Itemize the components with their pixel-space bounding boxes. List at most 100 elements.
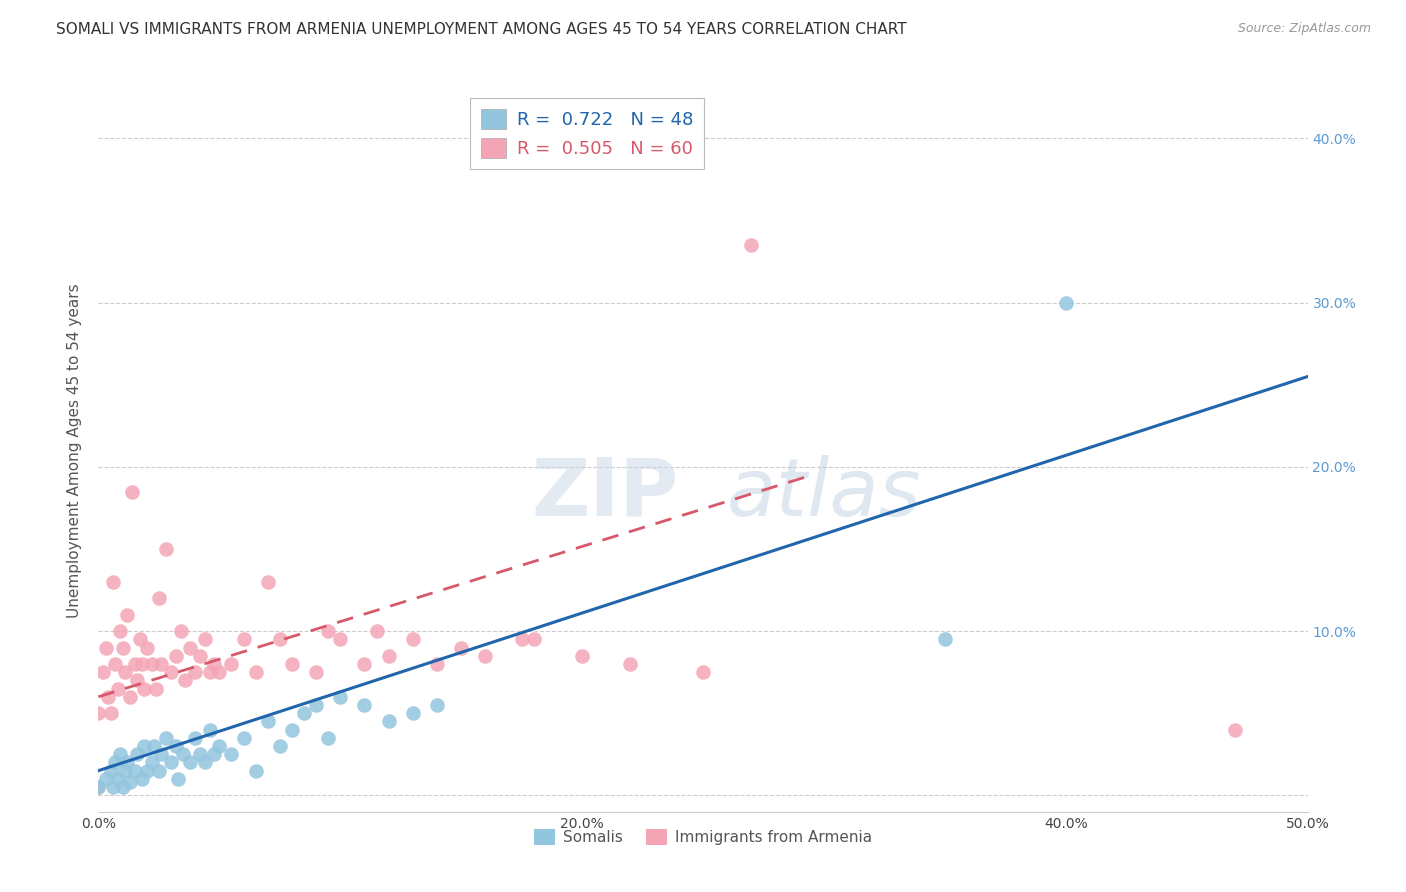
Point — [150, 657, 173, 671]
Point — [134, 681, 156, 696]
Point — [148, 764, 170, 778]
Point — [198, 723, 221, 737]
Point — [523, 632, 546, 647]
Point — [104, 657, 127, 671]
Point — [426, 657, 449, 671]
Point — [188, 747, 211, 762]
Point — [194, 632, 217, 647]
Point — [740, 238, 762, 252]
Point — [281, 723, 304, 737]
Text: SOMALI VS IMMIGRANTS FROM ARMENIA UNEMPLOYMENT AMONG AGES 45 TO 54 YEARS CORRELA: SOMALI VS IMMIGRANTS FROM ARMENIA UNEMPL… — [56, 22, 907, 37]
Point — [188, 648, 211, 663]
Point — [232, 632, 254, 647]
Text: atlas: atlas — [727, 455, 922, 533]
Text: ZIP: ZIP — [531, 455, 679, 533]
Point — [107, 681, 129, 696]
Point — [114, 764, 136, 778]
Point — [402, 706, 425, 721]
Point — [316, 624, 339, 639]
Point — [145, 681, 167, 696]
Point — [221, 747, 243, 762]
Point — [402, 632, 425, 647]
Point — [245, 665, 267, 680]
Text: Source: ZipAtlas.com: Source: ZipAtlas.com — [1237, 22, 1371, 36]
Point — [169, 624, 191, 639]
Point — [172, 747, 194, 762]
Point — [118, 690, 141, 704]
Point — [97, 690, 120, 704]
Point — [692, 665, 714, 680]
Y-axis label: Unemployment Among Ages 45 to 54 years: Unemployment Among Ages 45 to 54 years — [67, 283, 83, 618]
Point — [269, 739, 291, 753]
Point — [117, 756, 139, 770]
Point — [208, 739, 231, 753]
Point — [204, 657, 226, 671]
Point — [100, 764, 122, 778]
Point — [124, 764, 146, 778]
Point — [281, 657, 304, 671]
Point — [329, 690, 352, 704]
Point — [135, 640, 157, 655]
Point — [150, 747, 173, 762]
Legend: Somalis, Immigrants from Armenia: Somalis, Immigrants from Armenia — [527, 822, 879, 851]
Point — [101, 780, 124, 794]
Point — [198, 665, 221, 680]
Point — [269, 632, 291, 647]
Point — [208, 665, 231, 680]
Point — [184, 665, 207, 680]
Point — [305, 665, 328, 680]
Point — [571, 648, 593, 663]
Point — [107, 772, 129, 786]
Point — [127, 747, 149, 762]
Point — [143, 739, 166, 753]
Point — [160, 756, 183, 770]
Point — [245, 764, 267, 778]
Point — [256, 714, 278, 729]
Point — [1054, 295, 1077, 310]
Point — [111, 780, 134, 794]
Point — [141, 756, 163, 770]
Point — [124, 657, 146, 671]
Point — [194, 756, 217, 770]
Point — [94, 772, 117, 786]
Point — [184, 731, 207, 745]
Point — [221, 657, 243, 671]
Point — [155, 541, 177, 556]
Point — [204, 747, 226, 762]
Point — [450, 640, 472, 655]
Point — [377, 714, 399, 729]
Point — [128, 632, 150, 647]
Point — [353, 698, 375, 712]
Point — [148, 591, 170, 606]
Point — [94, 640, 117, 655]
Point — [160, 665, 183, 680]
Point — [104, 756, 127, 770]
Point — [292, 706, 315, 721]
Point — [155, 731, 177, 745]
Point — [108, 624, 131, 639]
Point — [114, 665, 136, 680]
Point — [316, 731, 339, 745]
Point — [167, 772, 190, 786]
Point — [619, 657, 641, 671]
Point — [111, 640, 134, 655]
Point — [134, 739, 156, 753]
Point — [165, 739, 187, 753]
Point — [179, 756, 201, 770]
Point — [510, 632, 533, 647]
Point — [108, 747, 131, 762]
Point — [305, 698, 328, 712]
Point — [117, 607, 139, 622]
Point — [121, 484, 143, 499]
Point — [87, 780, 110, 794]
Point — [353, 657, 375, 671]
Point — [127, 673, 149, 688]
Point — [377, 648, 399, 663]
Point — [135, 764, 157, 778]
Point — [329, 632, 352, 647]
Point — [118, 775, 141, 789]
Point — [174, 673, 197, 688]
Point — [366, 624, 388, 639]
Point — [1223, 723, 1246, 737]
Point — [256, 574, 278, 589]
